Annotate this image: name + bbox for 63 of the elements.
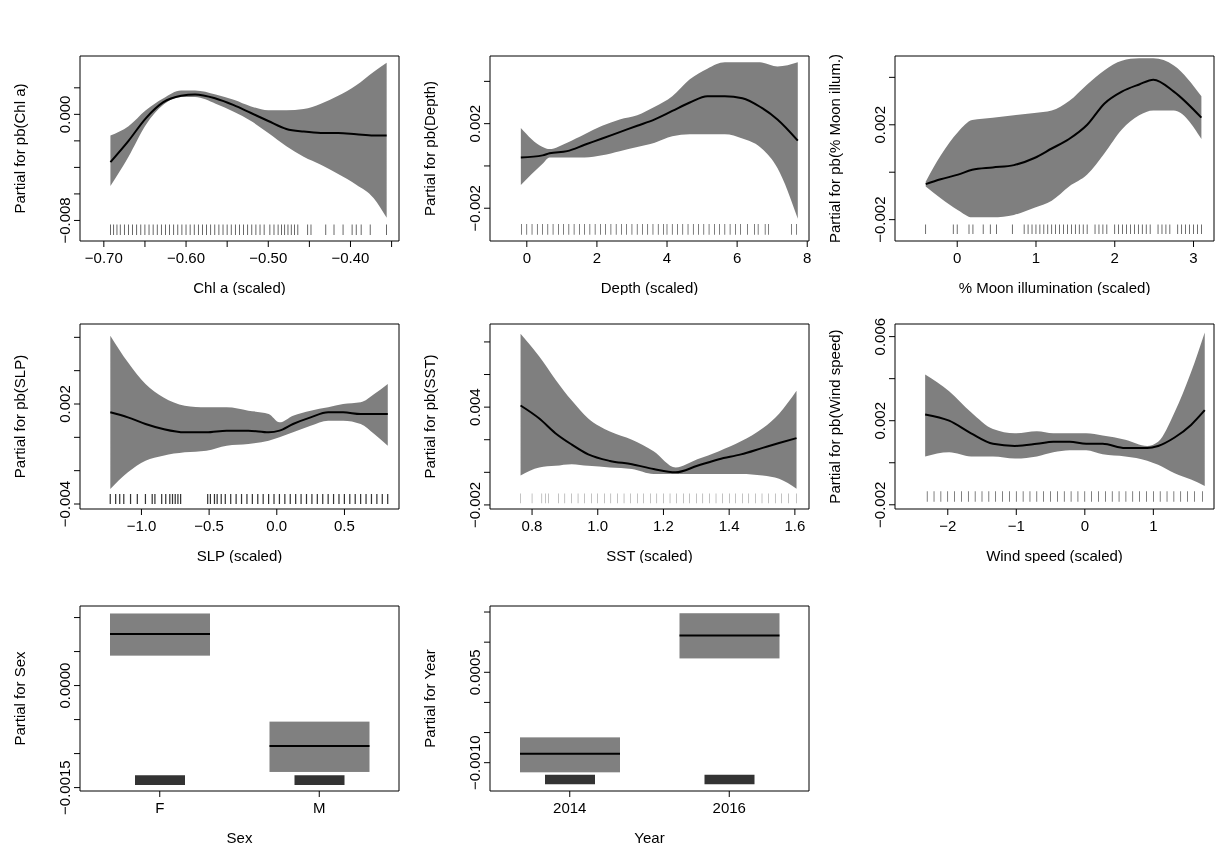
- x-tick-label: −0.5: [194, 517, 224, 534]
- x-tick-label: 8: [803, 249, 812, 266]
- x-tick-label: −0.60: [167, 249, 206, 266]
- y-axis-title: Partial for pb(SST): [421, 354, 439, 479]
- x-tick-label: 6: [732, 249, 742, 266]
- y-axis-title: Partial for pb(SLP): [11, 354, 29, 479]
- y-tick-label: 0.0005: [466, 649, 483, 696]
- y-tick-label: 0.002: [56, 385, 73, 423]
- line-series: [109, 93, 388, 164]
- x-tick-label: 1: [1031, 249, 1041, 266]
- y-tick-label: −0.002: [466, 185, 483, 232]
- y-tick-label: −0.002: [466, 481, 483, 529]
- y-tick-label: −0.002: [871, 196, 888, 243]
- y-tick-label: 0.006: [871, 317, 888, 356]
- y-axis-title: Partial for pb(Depth): [421, 80, 439, 217]
- y-tick-label: 0.002: [871, 106, 888, 144]
- x-tick-label: −0.50: [249, 249, 288, 266]
- x-axis-title: Sex: [226, 829, 253, 846]
- x-tick-label: 1: [1149, 517, 1158, 534]
- y-tick-label: −0.002: [871, 481, 888, 528]
- x-tick-label: 4: [662, 249, 672, 266]
- line-series: [519, 95, 799, 159]
- x-tick-label: −0.70: [84, 249, 123, 266]
- x-tick-label: M: [313, 799, 326, 816]
- x-tick-label: 1.6: [784, 517, 806, 534]
- x-axis-title: Year: [634, 829, 665, 846]
- y-tick-label: −0.0010: [466, 735, 483, 790]
- x-tick-label: 2014: [553, 799, 587, 816]
- x-tick-label: −1: [1007, 517, 1025, 534]
- x-tick-label: −1.0: [126, 517, 157, 534]
- x-tick-label: F: [155, 799, 165, 816]
- y-tick-label: 0.000: [56, 95, 73, 134]
- y-axis-title: Partial for pb(% Moon illum.): [826, 53, 844, 244]
- x-tick-label: 0.5: [334, 517, 355, 534]
- x-tick-label: 0: [953, 249, 962, 266]
- x-tick-label: 0: [1080, 517, 1089, 534]
- x-tick-label: 0.0: [266, 517, 288, 534]
- x-tick-label: 2: [1110, 249, 1119, 266]
- y-axis-title: Partial for pb(Chl a): [11, 83, 29, 214]
- x-tick-label: 0: [522, 249, 531, 266]
- y-tick-label: −0.004: [56, 480, 73, 528]
- y-tick-label: 0.0000: [56, 662, 73, 709]
- x-tick-label: −0.40: [331, 249, 370, 266]
- x-tick-label: −2: [939, 517, 957, 534]
- y-tick-label: 0.002: [466, 104, 483, 143]
- x-tick-label: 3: [1189, 249, 1198, 266]
- x-tick-label: 0.8: [521, 517, 543, 534]
- y-axis-title: Partial for pb(Wind speed): [826, 329, 844, 504]
- x-tick-label: 1.4: [718, 517, 740, 534]
- line-series: [924, 409, 1206, 450]
- line-series: [519, 404, 798, 474]
- line-series: [924, 78, 1203, 186]
- y-tick-label: 0.002: [871, 401, 888, 440]
- line-series: [109, 411, 389, 434]
- x-tick-label: 1.0: [587, 517, 609, 534]
- y-axis-title: Partial for Year: [421, 649, 439, 748]
- x-tick-label: 2: [592, 249, 602, 266]
- x-tick-label: 1.2: [653, 517, 674, 534]
- y-tick-label: −0.0015: [56, 760, 73, 815]
- y-tick-label: −0.008: [56, 197, 73, 244]
- x-tick-label: 2016: [712, 799, 746, 816]
- y-tick-label: 0.004: [466, 388, 483, 426]
- y-axis-title: Partial for Sex: [11, 650, 29, 746]
